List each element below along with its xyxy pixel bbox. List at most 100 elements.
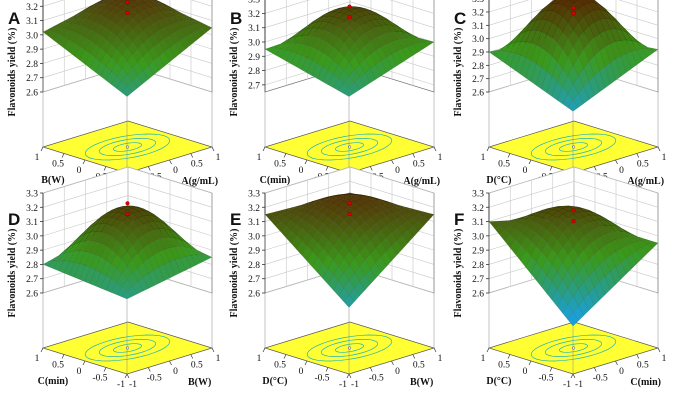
surface-cell xyxy=(572,305,584,322)
surface-cell xyxy=(493,50,506,60)
surface-cell xyxy=(148,60,160,76)
surface-cell xyxy=(100,27,112,40)
y-tick-label: 1 xyxy=(257,354,262,364)
surface-cell xyxy=(100,52,112,67)
x-tick-label: 0.5 xyxy=(191,160,203,170)
panel-letter: D xyxy=(8,210,20,229)
response-surface xyxy=(42,205,213,374)
surface-cell xyxy=(301,35,313,46)
surface-cell xyxy=(301,213,313,223)
surface-cell xyxy=(158,249,170,265)
surface-cell xyxy=(111,282,123,295)
surface-cell xyxy=(584,208,595,214)
surface-cell xyxy=(317,29,329,41)
data-point xyxy=(125,212,130,217)
surface-cell xyxy=(74,233,86,245)
x-axis-label: C(min) xyxy=(630,377,661,388)
contour-line xyxy=(84,133,171,161)
x-tick xyxy=(391,159,394,165)
y-tick xyxy=(262,146,266,152)
surface-cell xyxy=(375,18,387,26)
contour-line xyxy=(559,142,588,152)
surface-cell xyxy=(80,6,91,13)
surface-cell xyxy=(121,291,133,300)
surface-cell xyxy=(349,203,361,212)
surface-cell xyxy=(621,227,632,235)
surface-cell xyxy=(364,217,377,229)
surface-cell xyxy=(58,260,70,274)
surface-cell xyxy=(143,208,155,215)
y-tick-label: 0.5 xyxy=(274,160,286,170)
surface-cell xyxy=(111,7,123,16)
surface-cell xyxy=(79,49,91,65)
surface-cell xyxy=(90,57,102,73)
surface-cell xyxy=(370,248,382,264)
y-tick xyxy=(304,159,308,165)
surface-cell xyxy=(625,254,637,270)
surface-cell xyxy=(317,262,329,279)
surface-cell xyxy=(354,215,366,227)
surface-cell xyxy=(90,1,102,7)
x-tick-label: -0.5 xyxy=(369,374,384,384)
contour-line xyxy=(559,343,588,353)
y-tick-label: 1 xyxy=(257,153,262,163)
z-tick-label: 2.7 xyxy=(248,81,260,91)
surface-cell xyxy=(153,216,165,224)
surface-cell xyxy=(312,205,324,212)
surface-plot-c: 2.6 2.7 2.8 2.9 3.0 3.1 3.2 3.3 Flavonoids yield… xyxy=(453,0,667,189)
z-axis-label: Flavonoids yield (%) xyxy=(453,28,464,117)
x-tick xyxy=(593,166,597,171)
surface-cell xyxy=(354,26,366,38)
surface-cell xyxy=(333,6,345,11)
x-tick xyxy=(412,153,416,158)
surface-cell xyxy=(296,35,308,44)
z-tick-label: 3.1 xyxy=(248,24,260,34)
x-tick xyxy=(348,373,352,379)
surface-cell xyxy=(105,71,117,85)
surface-cell xyxy=(105,31,117,45)
y-tick xyxy=(486,347,490,353)
wall-gridline xyxy=(42,0,213,21)
surface-cell xyxy=(402,206,414,210)
z-tick-label: 2.6 xyxy=(248,290,260,300)
surface-cell xyxy=(69,42,81,57)
surface-cell xyxy=(407,44,419,56)
surface-cell xyxy=(328,199,340,206)
surface-cell xyxy=(74,250,86,264)
surface-cell xyxy=(296,240,308,256)
y-tick-label: 0.5 xyxy=(498,361,510,371)
z-tick-label: 3.3 xyxy=(472,190,484,200)
y-tick xyxy=(40,347,44,353)
panel-letter: B xyxy=(230,9,242,28)
x-tick xyxy=(636,354,640,359)
y-axis-label: D(°C) xyxy=(486,376,511,387)
floor-center-point xyxy=(125,145,130,149)
surface-cell xyxy=(312,37,324,50)
data-point xyxy=(125,201,130,206)
surface-cell xyxy=(90,269,102,287)
surface-cell xyxy=(269,217,282,227)
data-point xyxy=(347,15,352,20)
surface-cell xyxy=(169,43,181,59)
surface-cell xyxy=(301,57,313,74)
y-tick xyxy=(304,360,308,366)
contour-line xyxy=(98,338,157,358)
surface-cell xyxy=(90,43,102,59)
z-tick-label: 2.9 xyxy=(26,46,38,56)
z-tick-label: 3.3 xyxy=(248,0,260,6)
y-axis-label: D(°C) xyxy=(486,175,511,186)
x-axis-label: B(W) xyxy=(410,377,433,388)
floor-center-point xyxy=(571,145,576,149)
surface-cell xyxy=(328,221,340,234)
surface-cell xyxy=(296,204,308,208)
surface-cell xyxy=(338,203,350,212)
surface-cell xyxy=(95,213,107,222)
surface-cell xyxy=(631,233,643,239)
surface-cell xyxy=(296,25,308,34)
surface-cell xyxy=(185,246,197,256)
surface-cell xyxy=(493,225,506,235)
surface-cell xyxy=(349,211,361,221)
